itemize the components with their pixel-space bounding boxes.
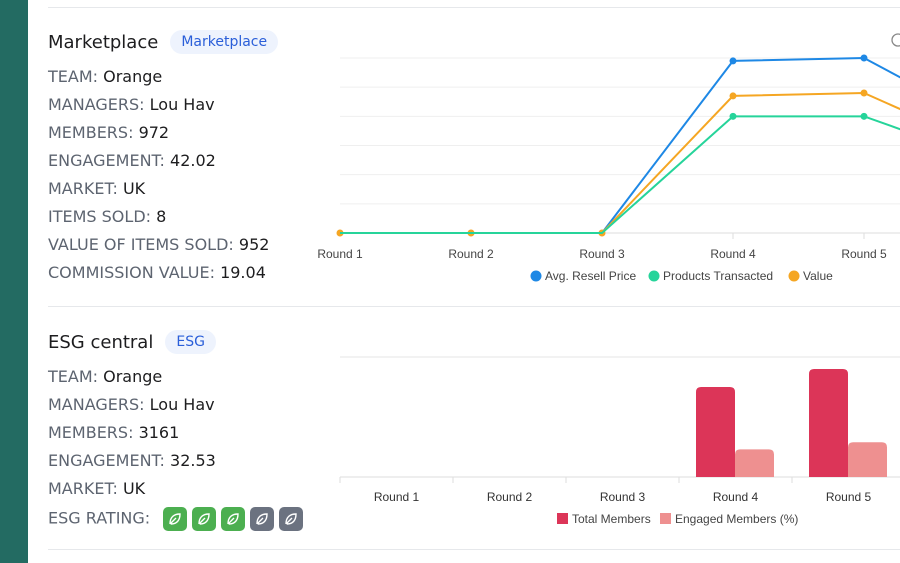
bar[interactable] — [735, 449, 774, 477]
leaf-icon — [279, 507, 304, 531]
legend-marker — [788, 270, 800, 282]
marketplace-title: Marketplace — [48, 31, 159, 53]
marketplace-badge: Marketplace — [170, 30, 279, 54]
field-key: MANAGERS: — [48, 95, 145, 114]
x-tick-label: Round 2 — [487, 490, 533, 504]
info-field: MEMBERS: 972 — [48, 123, 169, 142]
esg-rating — [163, 507, 304, 531]
field-value: Lou Hav — [149, 395, 215, 414]
field-key: MARKET: — [48, 479, 118, 498]
legend-label[interactable]: Value — [803, 269, 833, 283]
field-key: COMMISSION VALUE: — [48, 263, 215, 282]
info-field: MANAGERS: Lou Hav — [48, 395, 215, 414]
series-line — [340, 91, 900, 234]
field-value: 32.53 — [170, 451, 216, 470]
bar[interactable] — [696, 387, 735, 477]
data-point[interactable] — [860, 112, 868, 120]
x-tick-label: Round 2 — [448, 247, 494, 261]
x-tick-label: Round 1 — [317, 247, 363, 261]
x-tick-label: Round 4 — [710, 247, 756, 261]
field-key: VALUE OF ITEMS SOLD: — [48, 235, 234, 254]
field-value: Orange — [103, 367, 163, 386]
legend-label[interactable]: Total Members — [572, 512, 651, 526]
esg-badge: ESG — [165, 330, 216, 354]
data-point[interactable] — [729, 92, 737, 100]
legend-marker — [648, 270, 660, 282]
field-value: 8 — [156, 207, 167, 226]
field-key: MARKET: — [48, 179, 118, 198]
info-field: ITEMS SOLD: 8 — [48, 207, 166, 226]
field-value: 19.04 — [220, 263, 266, 282]
x-tick-label: Round 3 — [600, 490, 646, 504]
data-point[interactable] — [729, 57, 737, 65]
info-field: TEAM: Orange — [48, 367, 162, 386]
leaf-icon — [192, 507, 217, 531]
bar-chart: Round 1 Round 2 Round 3 Round 4 Round 5 Total… — [339, 356, 900, 526]
data-point[interactable] — [860, 89, 868, 97]
info-field: MARKET: UK — [48, 179, 145, 198]
divider — [48, 549, 900, 550]
field-key: TEAM: — [48, 67, 99, 86]
field-value: UK — [122, 179, 146, 198]
field-key: MEMBERS: — [48, 423, 134, 442]
info-field: TEAM: Orange — [48, 67, 162, 86]
legend-label[interactable]: Engaged Members (%) — [675, 512, 798, 526]
legend-marker — [660, 513, 671, 524]
chart-menu-icon[interactable] — [891, 33, 900, 47]
bar[interactable] — [809, 369, 848, 477]
leaf-icon — [221, 507, 246, 531]
field-value: 42.02 — [170, 151, 216, 170]
marketplace-title-row: Marketplace Marketplace — [48, 30, 279, 54]
info-field: COMMISSION VALUE: 19.04 — [48, 263, 266, 282]
legend-label[interactable]: Products Transacted — [663, 269, 773, 283]
field-value: Orange — [103, 67, 163, 86]
field-value: UK — [122, 479, 146, 498]
field-value: 972 — [138, 123, 170, 142]
field-key: MEMBERS: — [48, 123, 134, 142]
sidebar — [0, 0, 28, 563]
leaf-icon — [163, 507, 188, 531]
esg-rating-row: ESG RATING: — [48, 507, 304, 531]
x-tick-label: Round 4 — [713, 490, 759, 504]
series-line — [340, 115, 900, 234]
x-tick-label: Round 5 — [826, 490, 872, 504]
line-chart: Round 1 Round 2 Round 3 Round 4 Round 5 Avg. … — [317, 33, 900, 283]
legend-marker — [557, 513, 568, 524]
esg-title: ESG central — [48, 331, 154, 353]
info-field: VALUE OF ITEMS SOLD: 952 — [48, 235, 269, 254]
field-value: 3161 — [138, 423, 180, 442]
info-field: ENGAGEMENT: 32.53 — [48, 451, 216, 470]
info-field: ENGAGEMENT: 42.02 — [48, 151, 216, 170]
info-field: MARKET: UK — [48, 479, 145, 498]
field-value: 952 — [238, 235, 270, 254]
info-field: MEMBERS: 3161 — [48, 423, 179, 442]
x-tick-label: Round 3 — [579, 247, 625, 261]
legend-marker — [530, 270, 542, 282]
field-key: MANAGERS: — [48, 395, 145, 414]
legend-label[interactable]: Avg. Resell Price — [545, 269, 636, 283]
esg-rating-label: ESG RATING: — [48, 508, 151, 528]
info-field: MANAGERS: Lou Hav — [48, 95, 215, 114]
field-value: Lou Hav — [149, 95, 215, 114]
bar[interactable] — [848, 442, 887, 477]
data-point[interactable] — [860, 54, 868, 62]
field-key: ITEMS SOLD: — [48, 207, 152, 226]
esg-title-row: ESG central ESG — [48, 330, 216, 354]
divider — [48, 7, 900, 8]
x-tick-label: Round 5 — [841, 247, 887, 261]
divider — [48, 306, 900, 307]
x-tick-label: Round 1 — [374, 490, 420, 504]
field-key: ENGAGEMENT: — [48, 151, 165, 170]
leaf-icon — [250, 507, 275, 531]
data-point[interactable] — [729, 112, 737, 120]
field-key: TEAM: — [48, 367, 99, 386]
field-key: ENGAGEMENT: — [48, 451, 165, 470]
